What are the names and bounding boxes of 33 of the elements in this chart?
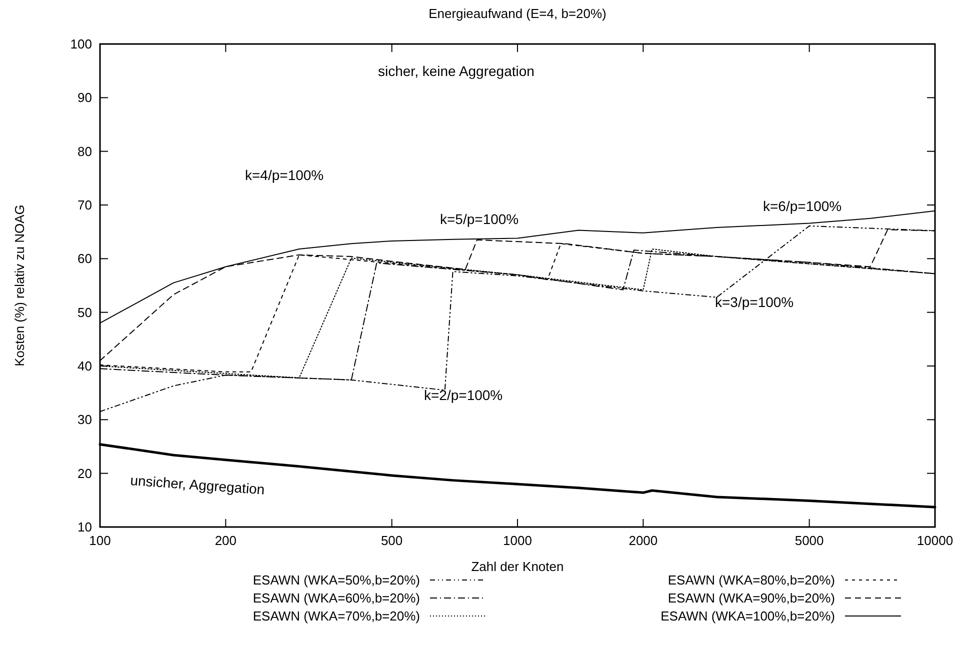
legend-label: ESAWN (WKA=80%,b=20%) xyxy=(668,572,835,588)
y-tick-label: 90 xyxy=(78,90,92,106)
y-tick-label: 30 xyxy=(78,412,92,428)
annotation: k=2/p=100% xyxy=(424,387,503,403)
y-tick-label: 20 xyxy=(78,466,92,481)
y-tick-label: 80 xyxy=(78,144,92,159)
x-tick-label: 100 xyxy=(89,533,111,548)
x-axis-title: Zahl der Knoten xyxy=(471,559,564,574)
chart-title: Energieaufwand (E=4, b=20%) xyxy=(428,6,606,21)
legend-label: ESAWN (WKA=70%,b=20%) xyxy=(252,608,420,624)
legend-label: ESAWN (WKA=50%,b=20%) xyxy=(252,572,420,588)
y-axis-title: Kosten (%) relativ zu NOAG xyxy=(12,204,27,366)
y-tick-label: 40 xyxy=(78,358,92,374)
y-tick-label: 100 xyxy=(70,36,92,52)
x-tick-label: 200 xyxy=(214,533,237,548)
x-tick-label: 1000 xyxy=(503,533,532,548)
y-tick-label: 70 xyxy=(78,198,92,212)
annotation: k=5/p=100% xyxy=(440,211,519,227)
x-tick-label: 2000 xyxy=(628,533,658,548)
x-tick-label: 5000 xyxy=(794,533,824,548)
annotation: unsicher, Aggregation xyxy=(130,472,266,498)
x-tick-label: 10000 xyxy=(916,533,954,548)
y-tick-label: 10 xyxy=(78,520,92,534)
annotation: k=6/p=100% xyxy=(763,198,842,214)
legend-label: ESAWN (WKA=60%,b=20%) xyxy=(252,590,420,606)
y-tick-label: 60 xyxy=(78,251,92,266)
x-tick-label: 500 xyxy=(380,533,403,548)
annotation: k=4/p=100% xyxy=(245,167,324,183)
annotation: sicher, keine Aggregation xyxy=(378,63,534,79)
legend-label: ESAWN (WKA=90%,b=20%) xyxy=(668,590,835,606)
annotation: k=3/p=100% xyxy=(715,294,794,310)
legend-label: ESAWN (WKA=100%,b=20%) xyxy=(660,608,835,624)
y-tick-label: 50 xyxy=(78,304,92,320)
